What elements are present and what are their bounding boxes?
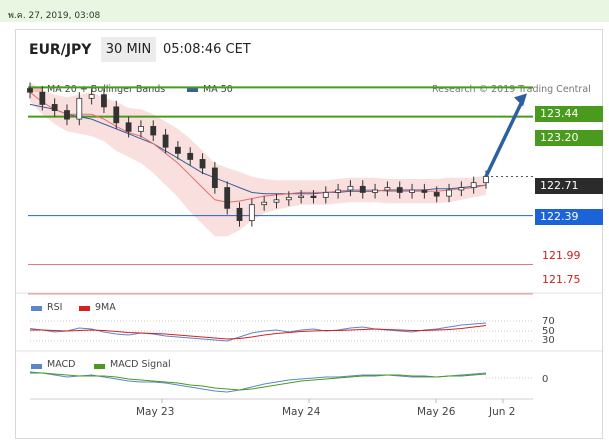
candle-body xyxy=(396,187,403,193)
rsi-tick-70: 70 xyxy=(542,316,555,327)
x-tick-jun-2: Jun 2 xyxy=(489,406,516,418)
bollinger-band-area xyxy=(30,82,486,237)
legend-swatch-macd-signal xyxy=(94,364,105,369)
credit-text: Research © 2019 Trading Central xyxy=(432,84,591,95)
level-label-122-39: 122.39 xyxy=(535,209,603,225)
legend-swatch-rsi xyxy=(31,306,42,311)
date-bar: พ.ค. 27, 2019, 03:08 xyxy=(0,0,609,22)
legend-label-rsi-ma: 9MA xyxy=(95,302,116,313)
macd-tick-0: 0 xyxy=(542,374,549,385)
candle-body xyxy=(150,126,157,136)
level-label-121-75: 121.75 xyxy=(542,273,581,286)
candle-body xyxy=(76,97,83,120)
symbol-label: EUR/JPY xyxy=(29,42,92,58)
candle-body xyxy=(187,152,194,160)
legend-label-ma20: MA 20 + Bollinger Bands xyxy=(47,84,166,95)
level-label-121-99: 121.99 xyxy=(542,249,581,262)
candle-body xyxy=(470,182,477,188)
candle-body xyxy=(211,167,218,188)
candle-body xyxy=(285,196,292,201)
candle-body xyxy=(359,185,366,193)
rsi-ma-line xyxy=(30,325,487,340)
legend-label-ma50: MA 50 xyxy=(203,84,233,95)
candle-body xyxy=(64,110,70,120)
candle-body xyxy=(384,187,391,191)
candle-body xyxy=(409,189,415,193)
candle-body xyxy=(322,192,329,198)
level-label-123-20: 123.20 xyxy=(535,130,603,146)
candle-body xyxy=(51,104,58,111)
level-label-123-44: 123.44 xyxy=(535,106,603,122)
x-tick-may-24: May 24 xyxy=(282,406,321,418)
candle-body xyxy=(335,189,342,193)
candle-body xyxy=(347,185,354,191)
legend-label-rsi: RSI xyxy=(47,302,63,313)
forecast-arrow-head xyxy=(514,93,527,107)
candle-body xyxy=(27,88,33,93)
legend-swatch-rsi-ma xyxy=(79,306,90,311)
candle-body xyxy=(39,91,46,105)
level-label-122-71: 122.71 xyxy=(535,178,603,194)
candle-body xyxy=(199,159,206,169)
candle-body xyxy=(372,189,378,193)
macd-signal-line xyxy=(30,372,487,391)
timeframe-button[interactable]: 30 MIN xyxy=(101,37,156,62)
candle-body xyxy=(261,201,268,206)
candle-body xyxy=(446,189,452,197)
rsi-tick-30: 30 xyxy=(542,335,555,346)
candle-body xyxy=(101,94,107,108)
candle-body xyxy=(310,195,317,199)
x-tick-may-26: May 26 xyxy=(417,406,456,418)
macd-line xyxy=(29,371,487,393)
candle-body xyxy=(174,146,181,154)
forecast-arrow-shaft xyxy=(484,98,525,178)
candle-body xyxy=(236,207,243,221)
legend-label-macd: MACD xyxy=(47,359,76,370)
rsi-tick-50: 50 xyxy=(542,326,555,337)
x-tick-may-23: May 23 xyxy=(136,406,175,418)
date-text: พ.ค. 27, 2019, 03:08 xyxy=(8,11,101,21)
candle-body xyxy=(224,187,231,209)
candle-body xyxy=(433,192,440,197)
legend-swatch-ma50 xyxy=(187,87,198,92)
candle-body xyxy=(483,176,489,184)
time-label: 05:08:46 CET xyxy=(163,42,251,57)
candle-body xyxy=(125,122,132,132)
candle-body xyxy=(113,106,120,124)
candle-body xyxy=(138,126,144,132)
candle-body xyxy=(421,189,428,193)
candle-body xyxy=(273,199,280,203)
legend-label-macd-signal: MACD Signal xyxy=(110,359,171,370)
candle-body xyxy=(248,204,255,221)
legend-swatch-macd xyxy=(31,364,42,369)
candle-body xyxy=(458,187,465,191)
candle-body xyxy=(162,134,169,148)
candle-body xyxy=(88,94,95,99)
candle-body xyxy=(298,195,305,199)
rsi-line xyxy=(29,322,487,342)
chart-panel xyxy=(15,29,603,439)
